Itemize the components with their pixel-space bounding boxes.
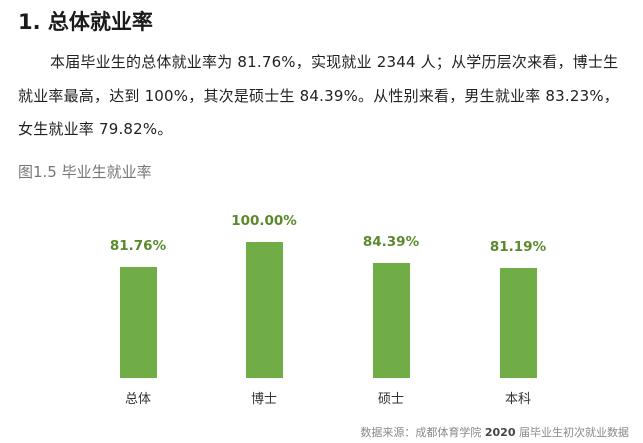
bar-3 [500, 267, 537, 378]
category-label: 博士 [250, 392, 277, 407]
category-label: 硕士 [377, 392, 404, 407]
section-heading: 1. 总体就业率 [18, 10, 153, 34]
category-label: 总体 [124, 392, 151, 407]
bar-value-label: 81.76% [109, 237, 167, 254]
bar-0 [120, 266, 157, 378]
summary-paragraph: 本届毕业生的总体就业率为 81.76%，实现就业 2344 人；从学历层次来看，… [18, 53, 619, 138]
employment-rate-bar-chart: 81.76% 总体 100.00% 博士 84.39% 硕士 81.19% 本科 [0, 190, 643, 415]
category-label: 本科 [504, 392, 531, 407]
source-prefix: 数据来源：成都体育学院 [360, 426, 485, 439]
source-year: 2020 [484, 426, 516, 439]
bar-value-label: 81.19% [489, 238, 547, 255]
data-source-note: 数据来源：成都体育学院 2020 届毕业生初次就业数据 [360, 424, 629, 440]
bar-value-label: 84.39% [362, 234, 420, 251]
source-suffix: 届毕业生初次就业数据 [515, 426, 629, 439]
bar-1 [246, 242, 283, 378]
bar-2 [373, 263, 410, 378]
figure-caption: 图1.5 毕业生就业率 [18, 163, 152, 181]
bar-value-label: 100.00% [231, 213, 297, 229]
